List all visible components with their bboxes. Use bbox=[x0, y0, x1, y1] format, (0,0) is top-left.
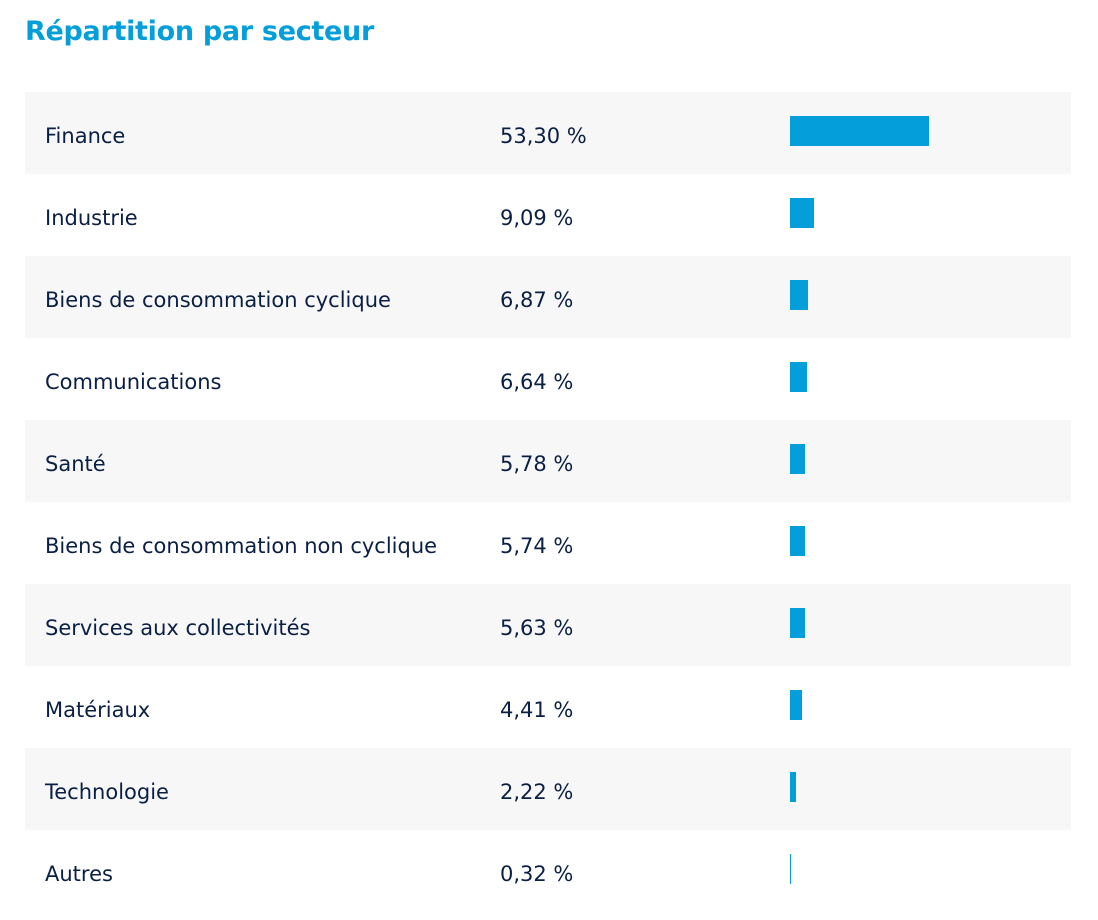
sector-bar bbox=[790, 526, 805, 556]
sector-label: Biens de consommation cyclique bbox=[45, 288, 391, 312]
sector-label: Biens de consommation non cyclique bbox=[45, 534, 438, 558]
sector-value-label: 5,78 % bbox=[500, 452, 574, 476]
sector-label: Technologie bbox=[45, 780, 169, 804]
chart-title: Répartition par secteur bbox=[25, 16, 374, 47]
sector-value-label: 2,22 % bbox=[500, 780, 574, 804]
sector-value-label: 6,64 % bbox=[500, 370, 574, 394]
sector-label: Santé bbox=[45, 452, 106, 476]
sector-value-label: 6,87 % bbox=[500, 288, 574, 312]
sector-value-label: 9,09 % bbox=[500, 206, 574, 230]
sector-bar bbox=[790, 198, 814, 228]
sector-label: Communications bbox=[45, 370, 222, 394]
sector-value-label: 4,41 % bbox=[500, 698, 574, 722]
sector-value-label: 5,63 % bbox=[500, 616, 574, 640]
table-row: Biens de consommation cyclique 6,87 % bbox=[25, 256, 1071, 338]
table-row: Communications 6,64 % bbox=[25, 338, 1071, 420]
sector-bar bbox=[790, 362, 808, 392]
table-row: Autres 0,32 % bbox=[25, 830, 1071, 912]
sector-label: Services aux collectivités bbox=[45, 616, 311, 640]
sector-label: Autres bbox=[45, 862, 113, 886]
table-row: Santé 5,78 % bbox=[25, 420, 1071, 502]
sector-bar bbox=[790, 444, 806, 474]
sector-value-label: 53,30 % bbox=[500, 124, 587, 148]
sector-label: Finance bbox=[45, 124, 126, 148]
sector-bar bbox=[790, 280, 808, 310]
sector-value-label: 5,74 % bbox=[500, 534, 574, 558]
table-row: Finance 53,30 % bbox=[25, 92, 1071, 174]
table-row: Technologie 2,22 % bbox=[25, 748, 1071, 830]
table-row: Biens de consommation non cyclique 5,74 % bbox=[25, 502, 1071, 584]
sector-bar bbox=[790, 690, 802, 720]
sector-bar bbox=[790, 608, 805, 638]
table-row: Services aux collectivités 5,63 % bbox=[25, 584, 1071, 666]
table-row: Matériaux 4,41 % bbox=[25, 666, 1071, 748]
table-row: Industrie 9,09 % bbox=[25, 174, 1071, 256]
sector-label: Industrie bbox=[45, 206, 138, 230]
sector-value-label: 0,32 % bbox=[500, 862, 574, 886]
sector-bar bbox=[790, 854, 791, 884]
sector-label: Matériaux bbox=[45, 698, 151, 722]
sector-table: Finance 53,30 % Industrie 9,09 % Biens de co… bbox=[25, 92, 1071, 912]
sector-bar bbox=[790, 116, 929, 146]
sector-bar bbox=[790, 772, 796, 802]
